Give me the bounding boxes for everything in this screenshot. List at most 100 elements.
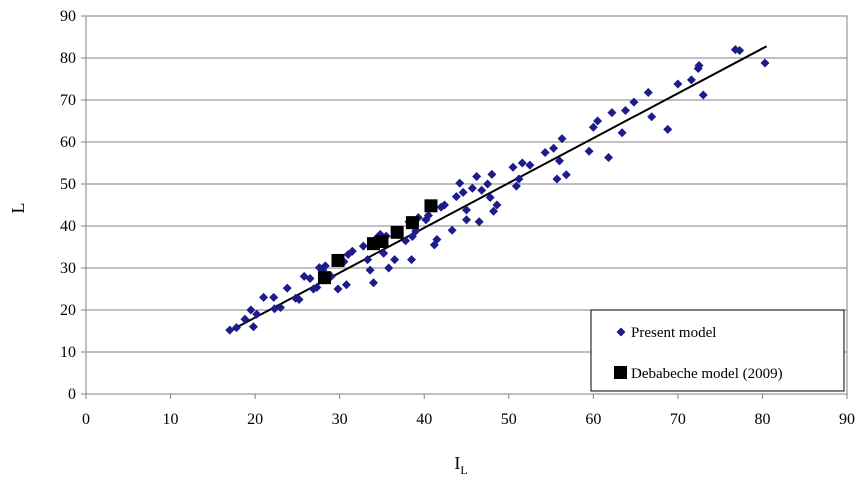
present-model-point [462,205,471,215]
present-model-point [483,179,493,189]
x-tick-label: 60 [585,411,601,428]
present-model-point [511,181,521,191]
x-tick-label: 20 [247,411,263,428]
x-tick-label: 30 [332,411,348,428]
present-model-point [455,178,465,188]
present-model-point [458,187,468,197]
debabeche-model-point [375,235,389,249]
y-tick-label: 30 [60,260,76,277]
present-model-point [363,255,373,265]
present-model-point [474,217,484,227]
y-tick-label: 70 [60,92,76,109]
present-model-point [248,322,258,332]
present-model-point [358,241,368,251]
present-model-point [423,211,433,220]
debabeche-model-point [405,216,419,230]
present-model-point [525,160,535,170]
present-model-point [320,261,330,271]
present-model-point [467,183,477,193]
present-model-point [462,215,471,225]
present-model-point [347,246,357,256]
present-model-point [275,302,285,312]
legend-label-debabeche-model: Debabeche model (2009) [631,366,783,382]
legend-marker-present-model [616,327,626,337]
present-model-point [485,192,495,202]
present-model-point [270,304,280,314]
present-model-point [379,248,389,258]
y-tick-label: 50 [60,176,76,193]
present-model-point [365,265,375,275]
x-tick-labels: 0 10 20 30 40 50 60 70 80 90 [82,394,855,428]
y-tick-label: 80 [60,50,76,67]
present-model-point [368,278,378,288]
present-model-point [508,162,518,172]
present-model-point [557,134,567,144]
present-model-point [305,274,315,283]
present-model-point [390,255,400,265]
debabeche-model-points [317,199,438,285]
legend-box [590,309,845,392]
present-model-point [673,79,683,89]
present-model-point [694,61,704,71]
present-model-point [333,284,343,294]
present-model-point [492,200,502,210]
gridlines [86,57,847,353]
y-tick-labels: 0 10 20 30 40 50 60 70 80 90 [60,8,86,403]
y-tick-label: 10 [60,344,76,361]
x-tick-label: 80 [754,411,770,428]
plot-area-frame [85,15,848,395]
present-model-points [225,45,770,335]
x-axis-title-subscript: L [460,463,467,477]
y-tick-label: 0 [68,386,76,403]
present-model-point [588,122,598,132]
legend: Present model Debabeche model (2009) [590,309,845,392]
present-model-point [607,108,617,118]
present-model-point [517,158,527,168]
present-model-point [686,75,696,85]
y-tick-label: 60 [60,134,76,151]
present-model-point [629,97,639,107]
present-model-point [555,156,565,166]
x-tick-label: 40 [416,411,432,428]
present-model-point [735,45,745,55]
present-model-point [584,146,594,156]
present-model-point [472,171,482,181]
debabeche-model-point [424,199,438,213]
present-model-point [487,169,497,179]
present-model-point [698,90,708,100]
present-model-point [620,106,630,115]
present-model-point [240,314,250,324]
present-model-point [540,148,550,157]
present-model-point [447,225,457,235]
present-model-point [259,292,269,302]
present-model-point [225,325,235,335]
present-model-point [604,153,614,163]
present-model-point [477,185,487,195]
legend-marker-debabeche-model [614,366,627,379]
present-model-point [312,282,322,292]
present-model-point [282,283,292,293]
present-model-point [549,143,559,153]
x-axis-title-main: I [454,453,460,473]
x-tick-label: 0 [82,411,90,428]
present-model-point [617,128,627,138]
x-tick-label: 10 [163,411,179,428]
present-model-point [514,174,524,184]
present-model-point [451,192,461,202]
y-tick-label: 20 [60,302,76,319]
present-model-point [561,170,571,180]
present-model-point [246,305,256,315]
debabeche-model-point [317,271,331,285]
present-model-point [489,206,499,216]
y-axis-title: L [8,203,28,214]
present-model-point [760,58,770,68]
x-tick-label: 90 [839,411,855,428]
debabeche-model-point [331,253,345,267]
present-model-point [432,234,442,244]
present-model-point [552,174,562,184]
present-model-point [252,309,262,319]
x-tick-label: 70 [670,411,686,428]
axes [85,15,848,395]
present-model-point [663,124,673,134]
